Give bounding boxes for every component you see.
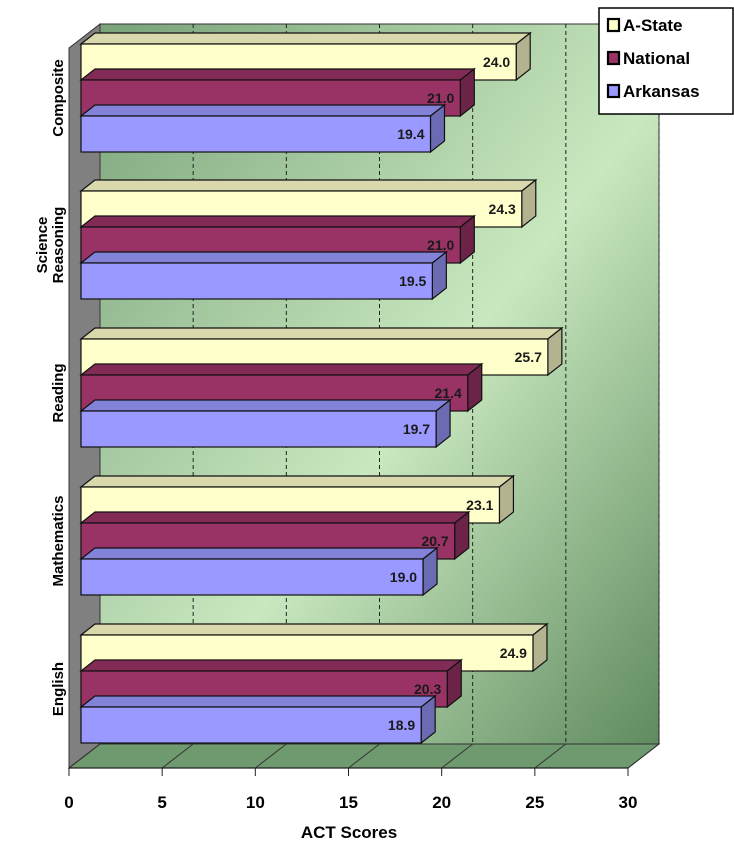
legend-swatch: [606, 83, 621, 99]
tick-label: 10: [246, 793, 265, 812]
data-label: 23.1: [466, 497, 493, 513]
legend-entry: National: [623, 49, 690, 68]
floor-gridline: [534, 743, 567, 769]
data-label: 19.7: [403, 421, 430, 437]
bar-arkansas-reading: [79, 398, 452, 449]
floor-gridline: [627, 743, 660, 769]
data-label: 20.3: [414, 681, 441, 697]
category-label: Composite: [50, 59, 67, 137]
data-label: 19.5: [399, 273, 426, 289]
legend-entry: Arkansas: [623, 82, 700, 101]
tick-label: 15: [339, 793, 358, 812]
bar-national-composite: [79, 67, 477, 118]
category-label: Reading: [50, 363, 67, 422]
legend-box: [598, 7, 734, 115]
legend-swatch: [606, 17, 621, 33]
tick-label: 30: [619, 793, 638, 812]
category-labels: English Mathematics Reading ScienceReasonin…: [34, 59, 67, 716]
category-label: ScienceReasoning: [34, 207, 67, 284]
category-label: Mathematics: [50, 496, 67, 587]
tick-label: 5: [157, 793, 166, 812]
data-label: 24.9: [500, 645, 527, 661]
legend-entry: A-State: [623, 16, 683, 35]
data-label: 19.4: [397, 126, 424, 142]
data-label: 20.7: [421, 533, 448, 549]
data-label: 24.3: [489, 201, 516, 217]
floor-gridline: [255, 743, 287, 769]
data-label: 21.4: [435, 385, 462, 401]
category-label: English: [50, 662, 67, 716]
bar-arkansas-composite: [79, 103, 447, 154]
bar-arkansas-english: [79, 694, 437, 745]
legend: A-State National Arkansas: [598, 7, 734, 115]
floor-gridline: [348, 743, 380, 769]
data-label: 25.7: [515, 349, 542, 365]
bar-arkansas-mathematics: [79, 546, 439, 597]
floor-gridline: [161, 743, 194, 769]
data-label: 19.0: [390, 569, 417, 585]
tick-label: 20: [432, 793, 451, 812]
tick-label: 25: [525, 793, 544, 812]
data-label: 24.0: [483, 54, 510, 70]
bars: 24.9 20.3 18.9 23.1 20.7 19.0 25.7 21.4 19.7 24.3…: [79, 31, 564, 745]
data-label: 21.0: [427, 237, 454, 253]
bar-arkansas-science-reasoning: [79, 250, 449, 301]
floor-gridline: [68, 743, 101, 769]
x-axis-ticks: 0 5 10 15 20 25 30: [64, 767, 638, 812]
x-axis-title: ACT Scores: [301, 823, 397, 842]
legend-swatch: [606, 50, 621, 66]
floor-gridline: [441, 743, 473, 769]
data-label: 18.9: [388, 717, 415, 733]
data-label: 21.0: [427, 90, 454, 106]
tick-label: 0: [64, 793, 73, 812]
